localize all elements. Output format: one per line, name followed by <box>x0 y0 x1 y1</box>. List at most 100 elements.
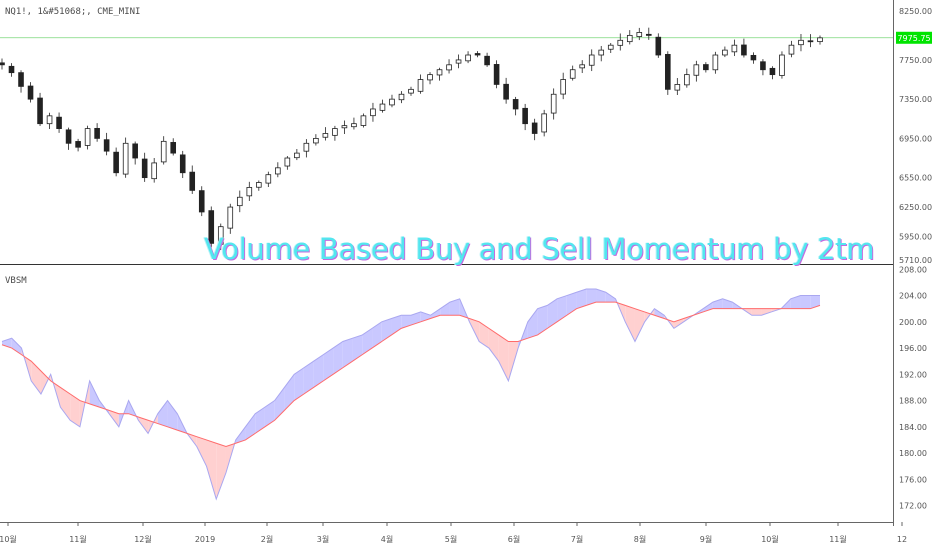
candle-body <box>84 128 91 146</box>
candle-body <box>703 64 709 71</box>
candle-body <box>798 39 804 46</box>
candle-body <box>189 171 196 191</box>
vbsm-fill-segment <box>440 302 450 316</box>
price-tick-label: 6550.00 <box>899 174 932 183</box>
time-tick-label: 11월 <box>829 534 847 544</box>
vbsm-fill-segment <box>498 334 509 381</box>
candle-body <box>113 151 119 174</box>
candle-body <box>303 142 310 152</box>
vbsm-fill-segment <box>70 394 80 427</box>
candle-body <box>427 74 433 81</box>
candle-body <box>246 187 253 197</box>
candle-body <box>265 174 272 184</box>
candle-body <box>569 69 576 79</box>
candle-body <box>522 107 528 125</box>
candle-body <box>588 54 595 66</box>
vbsm-fill-segment <box>751 308 762 316</box>
vbsm-area <box>1 288 821 501</box>
candle-body <box>655 36 662 56</box>
candle-body <box>617 39 624 46</box>
vbsm-fill-segment <box>381 318 392 342</box>
candle-body <box>132 143 138 159</box>
time-tick-label: 9월 <box>700 534 712 544</box>
vbsm-fill-segment <box>303 361 314 394</box>
vbsm-fill-segment <box>11 338 22 355</box>
time-tick-label: 3월 <box>317 534 329 544</box>
vbsm-tick-label: 172.00 <box>899 502 927 511</box>
time-tick-label: 8월 <box>634 534 646 544</box>
candle-body <box>788 44 795 55</box>
vbsm-fill-segment <box>264 400 275 427</box>
time-tick-label: 10월 <box>761 534 779 544</box>
candle-body <box>693 64 700 76</box>
vbsm-fill-segment <box>634 308 645 342</box>
candle-body <box>179 154 186 174</box>
vbsm-fill-segment <box>294 367 304 401</box>
price-tick-label: 7750.00 <box>899 56 932 65</box>
vbsm-line <box>1 288 820 501</box>
vbsm-fill-segment <box>625 305 635 342</box>
candle-body <box>665 53 671 90</box>
candle-body <box>598 49 605 56</box>
price-tick-label: 8250.00 <box>899 7 932 16</box>
candle-body <box>436 69 443 76</box>
candle-body <box>103 139 110 152</box>
vbsm-fill-segment <box>479 321 489 349</box>
candle-body <box>408 88 414 94</box>
overlay-title: Volume Based Buy and Sell Momentum by 2t… <box>204 232 875 266</box>
vbsm-fill-segment <box>703 302 713 312</box>
candle-body <box>389 98 395 106</box>
vbsm-tick-label: 208.00 <box>899 265 927 274</box>
time-tick-label: 11월 <box>69 534 87 544</box>
vbsm-fill-segment <box>89 380 100 408</box>
candle-body <box>151 162 157 180</box>
vbsm-fill-segment <box>488 328 499 362</box>
candle-body <box>256 182 262 188</box>
vbsm-fill-segment <box>411 311 421 326</box>
candle-body <box>779 54 785 76</box>
vbsm-tick-label: 192.00 <box>899 370 927 379</box>
candle-body <box>769 67 776 76</box>
vbsm-fill-segment <box>790 295 801 309</box>
time-tick-label: 4월 <box>381 534 393 544</box>
candle-body <box>484 55 490 66</box>
candle-body <box>170 142 177 154</box>
vbsm-fill-segment <box>761 308 772 316</box>
vbsm-fill-segment <box>810 295 820 309</box>
candle-body <box>236 196 243 207</box>
vbsm-ma-line <box>1 301 821 448</box>
vbsm-fill-segment <box>362 328 373 355</box>
candle-body <box>512 99 519 110</box>
candle-body <box>626 34 633 43</box>
vbsm-fill-segment <box>323 348 334 381</box>
last-price-badge <box>896 31 932 44</box>
vbsm-fill-segment <box>216 443 226 500</box>
time-tick-label: 12 <box>897 535 907 544</box>
price-tick-label: 6950.00 <box>899 134 932 143</box>
vbsm-fill-segment <box>566 292 577 316</box>
candle-body <box>370 108 376 117</box>
candle-body <box>636 32 643 37</box>
candle-body <box>645 33 652 36</box>
candle-body <box>807 40 814 43</box>
vbsm-fill-segment <box>342 338 353 368</box>
candle-body <box>37 97 43 125</box>
candle-body <box>18 72 24 87</box>
candle-body <box>8 65 15 74</box>
candle-body <box>379 103 386 111</box>
last-price-label: 7975.75 <box>897 34 930 43</box>
vbsm-fill-segment <box>157 400 168 427</box>
candle-body <box>760 61 766 71</box>
vbsm-fill-segment <box>712 298 723 309</box>
candle-body <box>560 79 566 95</box>
candle-body <box>750 54 757 61</box>
candle-body <box>313 137 319 144</box>
candle-body <box>712 54 719 71</box>
candle-body <box>541 113 547 133</box>
candle-body <box>503 83 509 100</box>
vbsm-fill-segment <box>352 334 363 362</box>
vbsm-fill-segment <box>722 298 733 309</box>
vbsm-fill-segment <box>576 288 587 309</box>
candle-body <box>550 93 557 114</box>
